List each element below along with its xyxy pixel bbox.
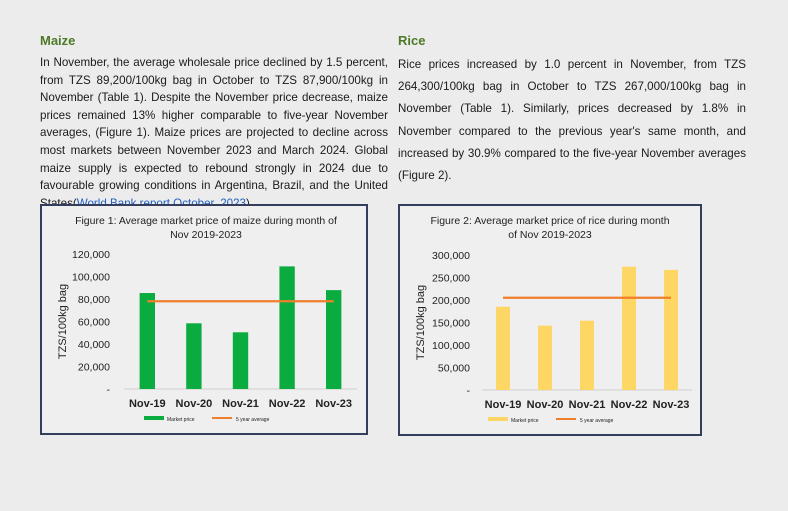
maize-chart-title: Figure 1: Average market price of maize … <box>75 215 337 227</box>
y-tick-label: 200,000 <box>432 295 470 307</box>
legend-market-price-label: Market price <box>167 417 195 423</box>
maize-section: Maize In November, the average wholesale… <box>40 33 388 212</box>
y-tick-label: 40,000 <box>78 339 110 351</box>
x-tick-label: Nov-19 <box>485 399 522 411</box>
y-tick-label: 60,000 <box>78 317 110 329</box>
x-tick-label: Nov-23 <box>653 399 690 411</box>
rice-chart-title-line2: of Nov 2019-2023 <box>508 229 592 241</box>
bar-nov-22 <box>279 266 295 389</box>
x-tick-label: Nov-19 <box>129 398 166 410</box>
maize-paragraph: In November, the average wholesale price… <box>40 54 388 212</box>
legend-five-year-average-label: 5 year average <box>236 417 270 423</box>
y-tick-label: 120,000 <box>72 249 110 261</box>
maize-body-end: ). <box>246 197 253 210</box>
bar-nov-19 <box>496 306 510 390</box>
maize-chart-title-line2: Nov 2019-2023 <box>170 229 242 241</box>
y-tick-label: 50,000 <box>438 363 470 375</box>
x-tick-label: Nov-20 <box>527 399 564 411</box>
figure-1-maize-chart: Figure 1: Average market price of maize … <box>40 204 368 435</box>
rice-chart-title: Figure 2: Average market price of rice d… <box>430 215 669 227</box>
rice-section: Rice Rice prices increased by 1.0 percen… <box>398 33 746 187</box>
x-tick-label: Nov-23 <box>315 398 352 410</box>
x-tick-label: Nov-21 <box>569 399 606 411</box>
bar-nov-19 <box>139 293 155 389</box>
legend-market-price-swatch <box>144 416 164 420</box>
bar-nov-23 <box>664 269 678 390</box>
y-tick-label: 20,000 <box>78 362 110 374</box>
x-tick-label: Nov-20 <box>176 398 213 410</box>
y-tick-label: 80,000 <box>78 294 110 306</box>
y-tick-label: 100,000 <box>72 272 110 284</box>
y-axis-title: TZS/100kg bag <box>415 285 427 360</box>
y-tick-label: - <box>107 384 111 396</box>
y-tick-label: 300,000 <box>432 250 470 262</box>
x-tick-label: Nov-22 <box>269 398 306 410</box>
figure-2-rice-chart: Figure 2: Average market price of rice d… <box>398 204 702 436</box>
maize-heading: Maize <box>40 33 76 48</box>
legend-five-year-average-label: 5 year average <box>580 418 614 424</box>
y-tick-label: 250,000 <box>432 273 470 285</box>
legend-market-price-swatch <box>488 417 508 421</box>
y-tick-label: 150,000 <box>432 318 470 330</box>
y-tick-label: - <box>467 385 471 397</box>
bar-nov-20 <box>186 323 202 389</box>
y-axis-title: TZS/100kg bag <box>57 284 69 359</box>
y-tick-label: 100,000 <box>432 340 470 352</box>
x-tick-label: Nov-21 <box>222 398 259 410</box>
rice-paragraph: Rice prices increased by 1.0 percent in … <box>398 58 746 183</box>
bar-nov-22 <box>622 266 636 390</box>
maize-chart-svg: Figure 1: Average market price of maize … <box>57 215 357 423</box>
bar-nov-21 <box>580 320 594 390</box>
bar-nov-23 <box>326 290 342 389</box>
bar-nov-21 <box>232 332 249 389</box>
x-tick-label: Nov-22 <box>611 399 648 411</box>
maize-body: In November, the average wholesale price… <box>40 56 388 210</box>
bar-nov-20 <box>538 325 552 390</box>
rice-chart-svg: Figure 2: Average market price of rice d… <box>415 215 692 424</box>
legend-market-price-label: Market price <box>511 418 539 424</box>
rice-heading: Rice <box>398 33 426 48</box>
